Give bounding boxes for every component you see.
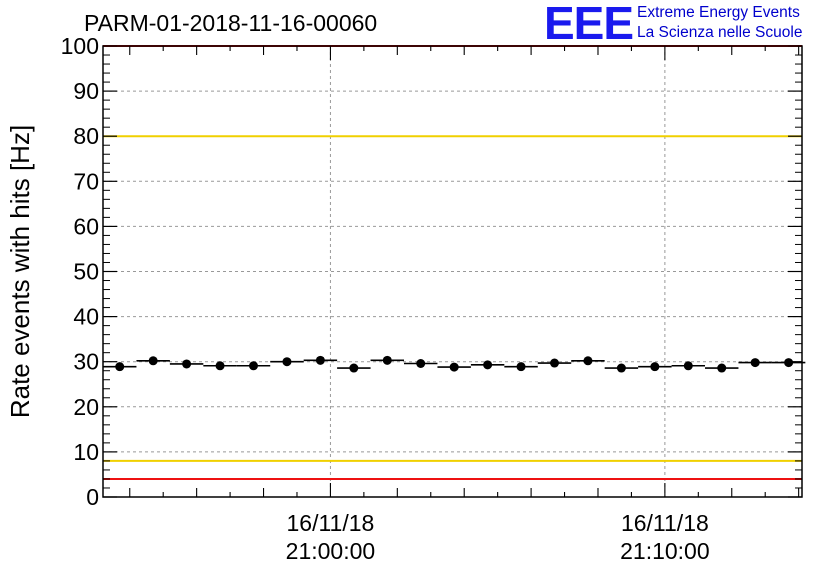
y-tick-label: 20	[73, 394, 99, 420]
data-point	[449, 362, 459, 372]
data-point	[182, 359, 192, 369]
data-point	[550, 358, 560, 368]
plot-frame	[102, 45, 803, 498]
x-tick-label-date: 16/11/18	[287, 510, 375, 536]
data-point	[115, 362, 125, 372]
data-point	[349, 363, 359, 373]
y-tick-label: 0	[86, 484, 99, 510]
data-point	[249, 361, 259, 371]
data-point	[683, 361, 693, 371]
data-point	[416, 359, 426, 369]
data-points	[103, 355, 806, 373]
y-tick-label: 50	[73, 259, 99, 285]
data-point	[282, 357, 292, 367]
data-point	[750, 358, 760, 368]
limit-lines	[103, 45, 802, 480]
data-point	[148, 356, 158, 366]
grid-lines	[103, 46, 802, 497]
data-point	[516, 362, 526, 372]
y-tick-label: 10	[73, 439, 99, 465]
x-tick-label-time: 21:10:00	[620, 538, 710, 564]
y-tick-label: 80	[73, 123, 99, 149]
logo-line-1: Extreme Energy Events	[637, 4, 800, 21]
y-tick-label: 90	[73, 78, 99, 104]
y-tick-label: 40	[73, 304, 99, 330]
data-point	[315, 355, 325, 365]
data-point	[483, 360, 493, 370]
y-tick-label: 60	[73, 213, 99, 239]
data-point	[784, 358, 794, 368]
data-point	[583, 356, 593, 366]
x-tick-label-date: 16/11/18	[621, 510, 709, 536]
x-tick-label-time: 21:00:00	[286, 538, 376, 564]
y-tick-label: 70	[73, 168, 99, 194]
eee-logo: EEE	[544, 0, 634, 49]
data-point	[215, 361, 225, 371]
data-point	[717, 363, 727, 373]
logo-line-2: La Scienza nelle Scuole	[637, 24, 803, 41]
data-point	[650, 362, 660, 372]
data-point	[382, 355, 392, 365]
y-tick-label: 30	[73, 349, 99, 375]
chart-title: PARM-01-2018-11-16-00060	[84, 10, 378, 36]
logo-subtitle: Extreme Energy Events La Scienza nelle S…	[637, 3, 802, 43]
data-point	[616, 363, 626, 373]
y-axis-label: Rate events with hits [Hz]	[5, 125, 35, 418]
y-tick-label: 100	[61, 33, 99, 59]
